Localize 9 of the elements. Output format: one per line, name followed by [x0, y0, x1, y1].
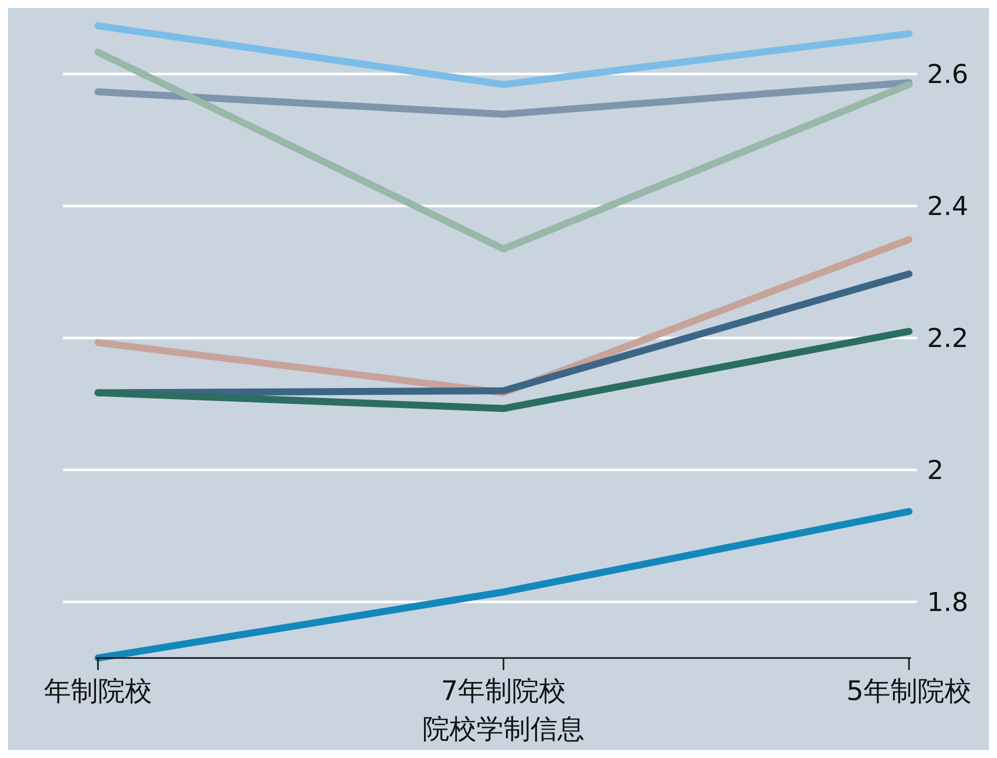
y-tick-label: 1.8: [927, 588, 968, 618]
x-axis-title: 院校学制信息: [422, 714, 584, 745]
x-tick-label: 年制院校: [44, 676, 152, 707]
y-tick-label: 2.6: [927, 60, 968, 90]
y-tick-label: 2: [927, 456, 944, 486]
y-tick-label: 2.2: [927, 324, 968, 354]
y-tick-label: 2.4: [927, 192, 968, 222]
x-tick-label: 5年制院校: [846, 676, 972, 707]
x-tick-label: 7年制院校: [440, 676, 566, 707]
